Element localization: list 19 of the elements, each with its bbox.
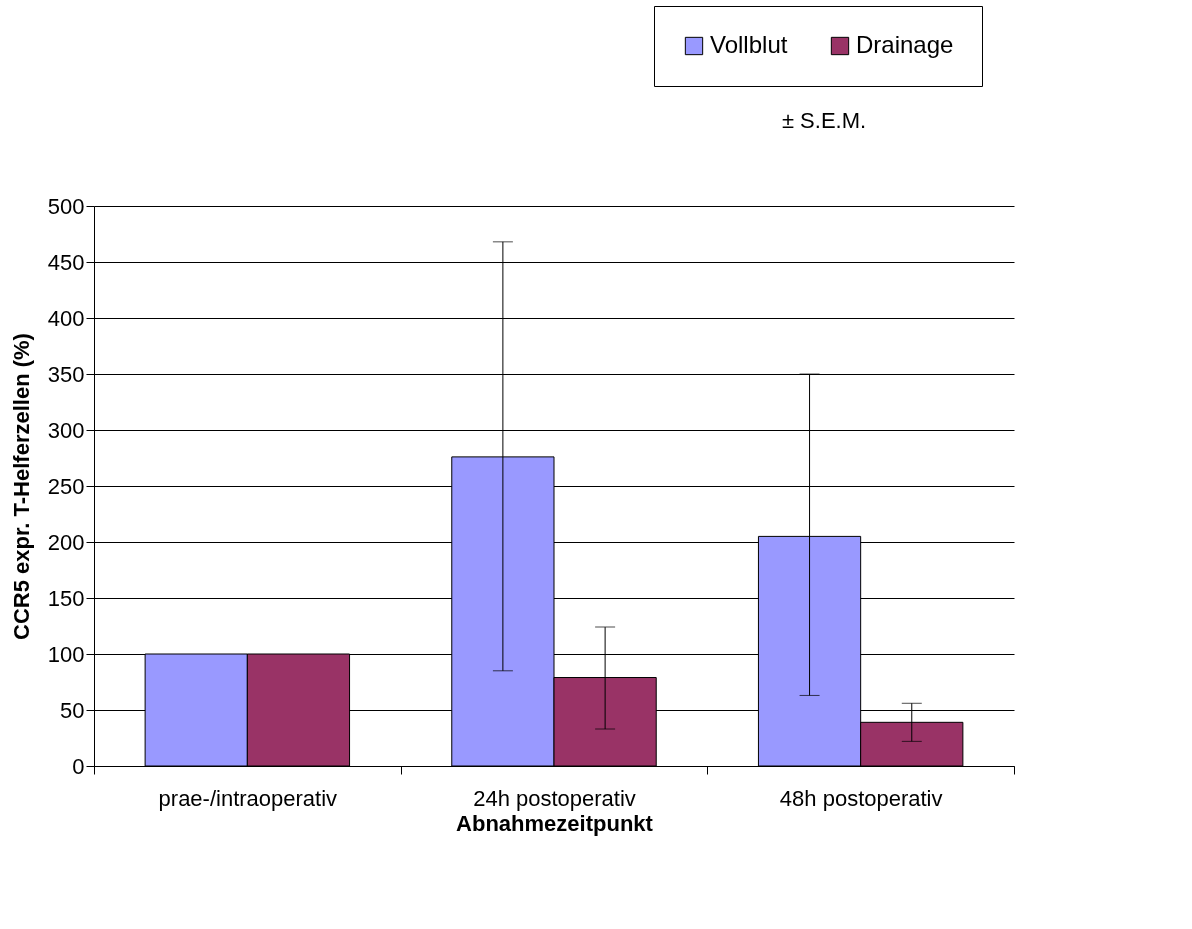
legend-label: Drainage xyxy=(856,31,954,58)
y-tick-label: 300 xyxy=(47,417,85,443)
y-tick-label: 50 xyxy=(60,697,85,723)
y-tick-label: 250 xyxy=(47,473,85,499)
y-axis-title: CCR5 expr. T-Helferzellen (%) xyxy=(8,333,34,640)
legend-label: Vollblut xyxy=(710,31,788,58)
y-tick-label: 100 xyxy=(47,641,85,667)
y-tick-label: 500 xyxy=(47,193,85,219)
y-tick-label: 350 xyxy=(47,361,85,387)
x-tick-label: 48h postoperativ xyxy=(779,785,943,811)
x-axis-title: Abnahmezeitpunkt xyxy=(456,810,654,836)
y-tick-label: 450 xyxy=(47,249,85,275)
y-tick-label: 150 xyxy=(47,585,85,611)
x-tick-label: 24h postoperativ xyxy=(473,785,636,811)
x-tick-label: prae-/intraoperativ xyxy=(158,785,338,811)
y-tick-label: 400 xyxy=(47,305,85,331)
text: ± S.E.M. xyxy=(781,108,867,133)
y-tick-label: 200 xyxy=(47,529,85,555)
y-tick-label: 0 xyxy=(72,753,85,779)
